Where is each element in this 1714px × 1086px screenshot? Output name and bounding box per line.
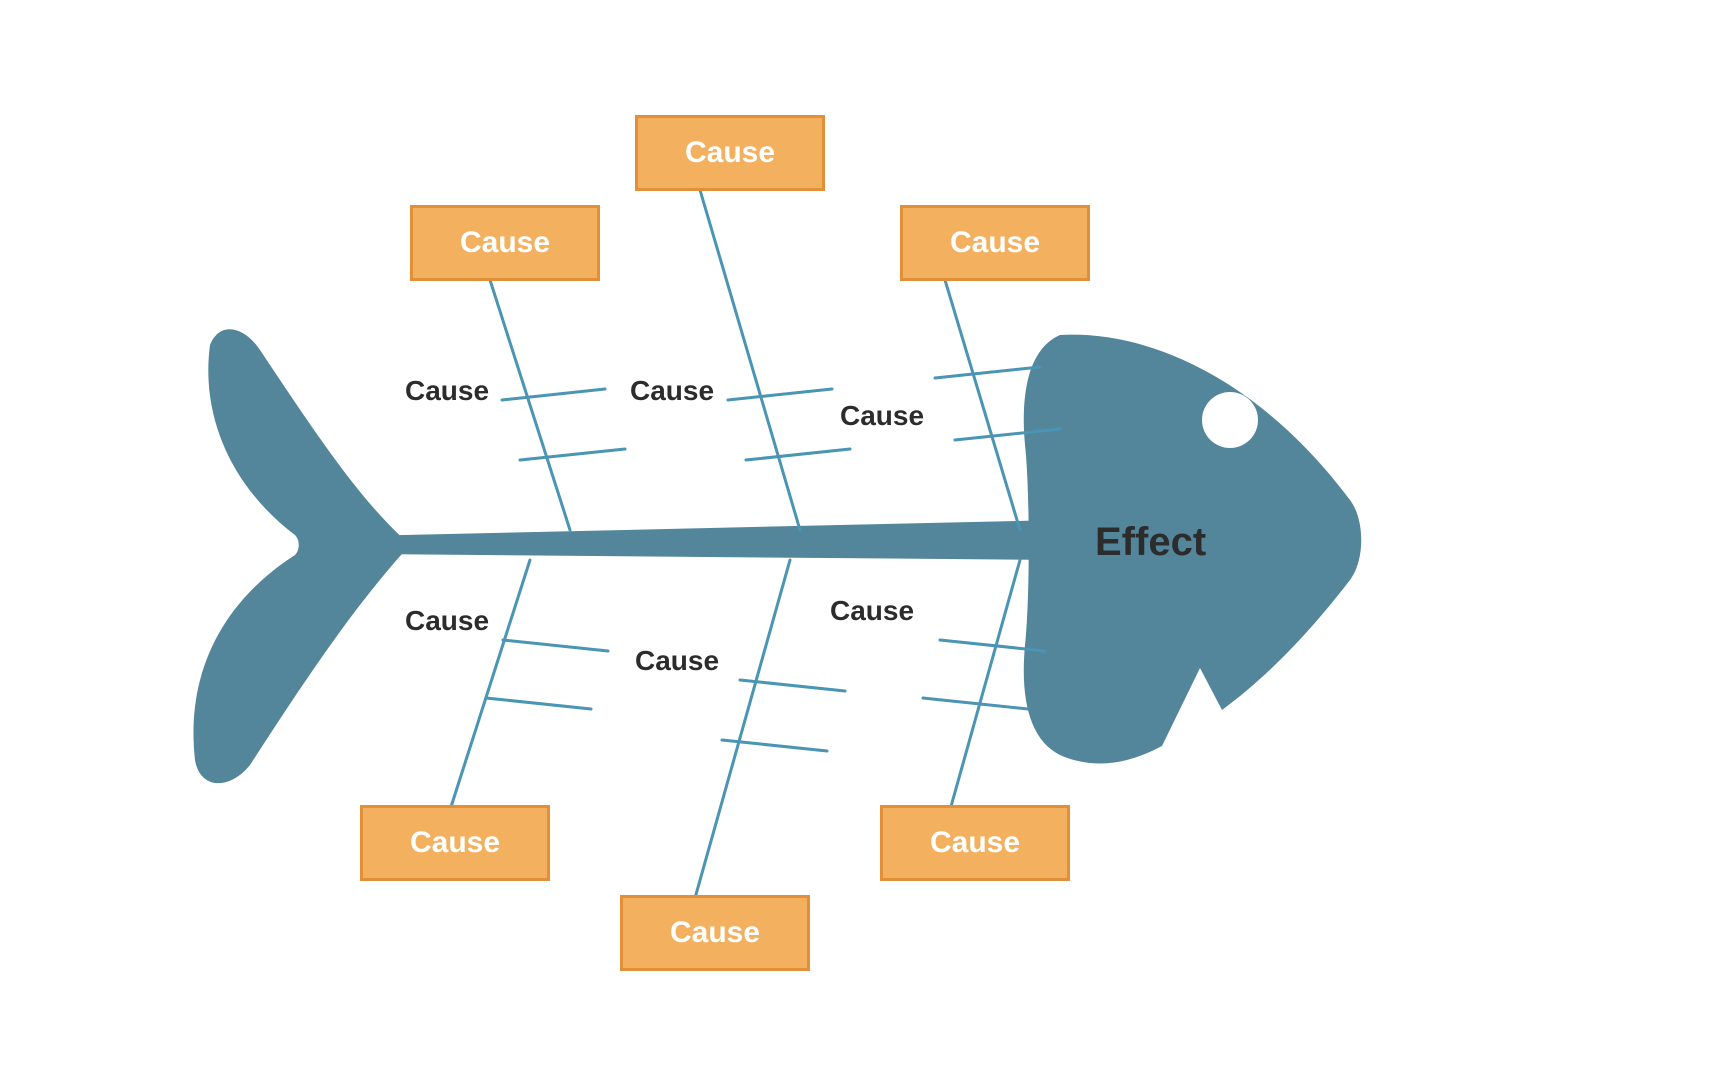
sub-cause-label-l2: Cause — [635, 645, 719, 677]
fish-eye — [1202, 392, 1258, 448]
fishbone-diagram: Cause Cause Cause Cause Cause Cause Cause Caus… — [0, 0, 1714, 1086]
bone-line — [945, 280, 1020, 530]
fish-tail — [193, 329, 410, 783]
sub-cause-line — [935, 367, 1040, 378]
cause-box-label: Cause — [460, 226, 550, 260]
bone-line — [490, 280, 570, 530]
bone-line — [950, 560, 1020, 810]
cause-box-label: Cause — [410, 826, 500, 860]
bone-line — [450, 560, 530, 810]
cause-box-label: Cause — [685, 136, 775, 170]
cause-box-top-2: Cause — [635, 115, 825, 191]
sub-cause-line — [728, 389, 832, 400]
sub-cause-line — [503, 640, 608, 651]
fishbone-svg — [0, 0, 1714, 1086]
bone-line — [695, 560, 790, 898]
bone-line — [700, 190, 800, 530]
sub-cause-line — [520, 449, 625, 460]
sub-cause-label-l3: Cause — [830, 595, 914, 627]
sub-cause-line — [923, 698, 1028, 709]
sub-cause-line — [486, 698, 591, 709]
sub-cause-line — [746, 449, 850, 460]
sub-cause-label-u3: Cause — [840, 400, 924, 432]
cause-box-bottom-2: Cause — [620, 895, 810, 971]
sub-cause-label-u2: Cause — [630, 375, 714, 407]
cause-box-top-3: Cause — [900, 205, 1090, 281]
cause-box-label: Cause — [670, 916, 760, 950]
cause-box-bottom-3: Cause — [880, 805, 1070, 881]
sub-cause-line — [502, 389, 605, 400]
fish-spine — [360, 520, 1060, 560]
cause-box-top-1: Cause — [410, 205, 600, 281]
sub-cause-label-u1: Cause — [405, 375, 489, 407]
cause-box-bottom-1: Cause — [360, 805, 550, 881]
cause-box-label: Cause — [950, 226, 1040, 260]
effect-label: Effect — [1095, 520, 1206, 565]
cause-box-label: Cause — [930, 826, 1020, 860]
sub-cause-label-l1: Cause — [405, 605, 489, 637]
